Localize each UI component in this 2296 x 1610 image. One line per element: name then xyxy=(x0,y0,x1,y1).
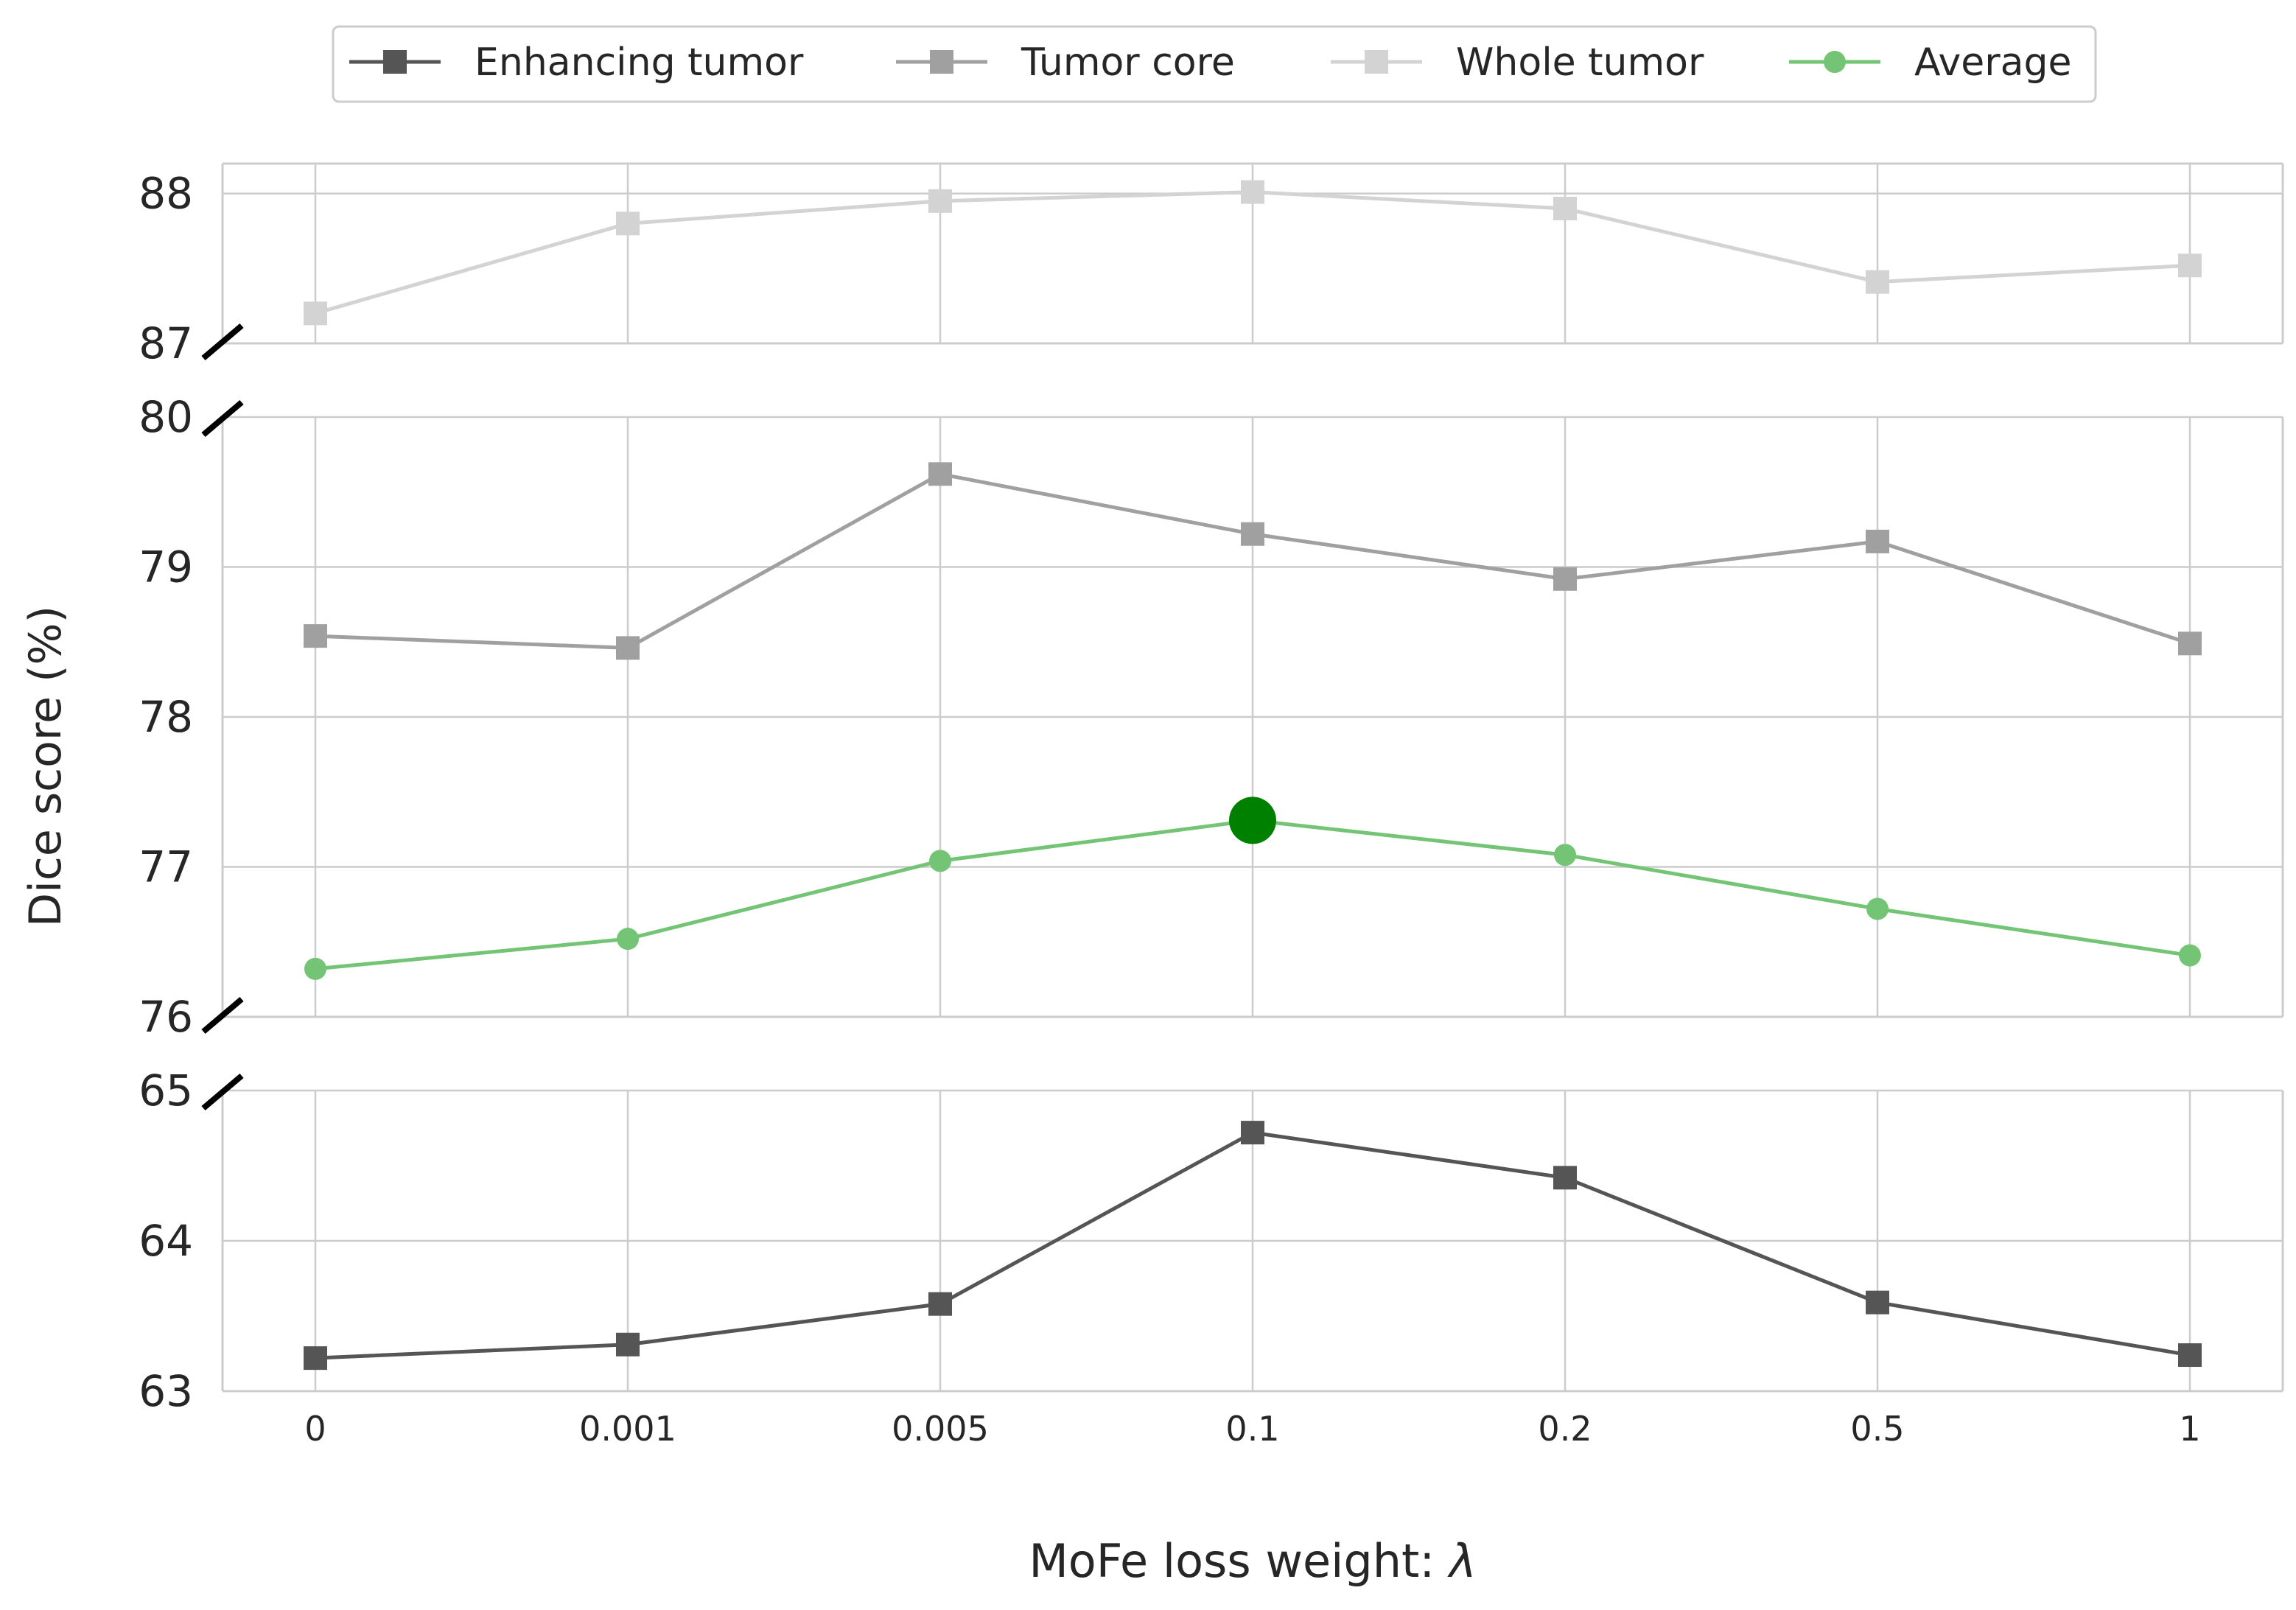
legend-label: Whole tumor xyxy=(1456,41,1704,85)
legend-marker xyxy=(930,50,953,74)
data-point xyxy=(1866,529,1889,553)
panel-middle: 76 77 78 79 80 xyxy=(139,392,2284,1042)
x-tick-labels: 0 0.001 0.005 0.1 0.2 0.5 1 xyxy=(304,1409,2200,1449)
axis-break-mark xyxy=(201,996,244,1035)
highlight-point xyxy=(1229,797,1276,844)
data-point xyxy=(929,850,951,872)
data-point xyxy=(616,636,640,660)
y-tick-label: 63 xyxy=(139,1366,193,1416)
data-point xyxy=(304,301,327,326)
y-tick-label: 65 xyxy=(139,1065,193,1116)
x-axis-label-symbol: λ xyxy=(1447,1534,1477,1588)
legend-frame xyxy=(332,25,2097,103)
legend-label: Average xyxy=(1914,41,2072,85)
data-point xyxy=(616,1332,640,1357)
series-whole-tumor xyxy=(304,180,2202,326)
y-tick-label: 88 xyxy=(139,169,193,219)
legend-item-average: Average xyxy=(1789,41,2072,85)
x-tick-label: 1 xyxy=(2179,1409,2200,1449)
data-point xyxy=(2178,1343,2202,1368)
legend-item-tumor-core: Tumor core xyxy=(896,41,1235,85)
axis-break-mark xyxy=(201,1073,244,1111)
data-point xyxy=(928,1292,952,1316)
data-point xyxy=(1241,1121,1264,1145)
y-tick-label: 77 xyxy=(139,842,193,892)
data-point xyxy=(2178,631,2202,656)
x-axis-label: MoFe loss weight: λ xyxy=(1029,1534,1476,1588)
x-tick-label: 0.2 xyxy=(1538,1409,1592,1449)
legend-label: Enhancing tumor xyxy=(475,41,804,85)
legend-marker xyxy=(1365,50,1388,74)
y-tick-label: 76 xyxy=(139,992,193,1042)
y-tick-label: 87 xyxy=(139,318,193,368)
data-point xyxy=(1554,844,1576,867)
data-point xyxy=(2178,253,2202,278)
legend-item-whole-tumor: Whole tumor xyxy=(1331,41,1704,85)
data-point xyxy=(304,1346,327,1371)
series-average xyxy=(304,797,2201,980)
data-point xyxy=(1553,1166,1577,1190)
legend-label: Tumor core xyxy=(1021,41,1235,85)
data-point xyxy=(1866,270,1889,294)
data-point xyxy=(616,211,640,236)
legend-marker xyxy=(1824,51,1846,73)
axis-break-mark xyxy=(201,399,244,438)
series-tumor-core xyxy=(304,462,2202,660)
data-point xyxy=(1866,897,1889,920)
y-tick-label: 79 xyxy=(139,542,193,592)
chart-panels: 87 88 76 77 78 79 80 63 64 65 xyxy=(139,162,2284,1416)
data-point xyxy=(304,624,327,648)
data-point xyxy=(1866,1290,1889,1315)
data-point xyxy=(304,957,326,980)
data-point xyxy=(1553,567,1577,591)
axis-break-mark xyxy=(201,323,244,361)
x-tick-label: 0.001 xyxy=(579,1409,676,1449)
legend-marker xyxy=(383,50,407,74)
data-point xyxy=(928,189,952,213)
x-tick-label: 0.005 xyxy=(892,1409,989,1449)
y-axis-label: Dice score (%) xyxy=(20,606,71,927)
data-point xyxy=(2179,944,2201,967)
y-tick-label: 78 xyxy=(139,692,193,742)
data-point xyxy=(1241,180,1264,204)
y-tick-label: 64 xyxy=(139,1216,193,1266)
panel-top: 87 88 xyxy=(139,162,2284,368)
y-tick-label: 80 xyxy=(139,392,193,442)
data-point xyxy=(1241,522,1264,546)
series-enhancing-tumor xyxy=(304,1121,2202,1371)
x-axis-label-text: MoFe loss weight: xyxy=(1029,1534,1449,1588)
legend: Enhancing tumor Tumor core Whole tumor Aver… xyxy=(332,25,2097,103)
panel-bottom: 63 64 65 xyxy=(139,1065,2284,1416)
x-tick-label: 0.1 xyxy=(1225,1409,1279,1449)
data-point xyxy=(1553,197,1577,220)
data-point xyxy=(617,928,639,951)
x-tick-label: 0.5 xyxy=(1850,1409,1904,1449)
x-tick-label: 0 xyxy=(304,1409,326,1449)
data-point xyxy=(928,462,952,486)
legend-item-enhancing-tumor: Enhancing tumor xyxy=(349,41,804,85)
